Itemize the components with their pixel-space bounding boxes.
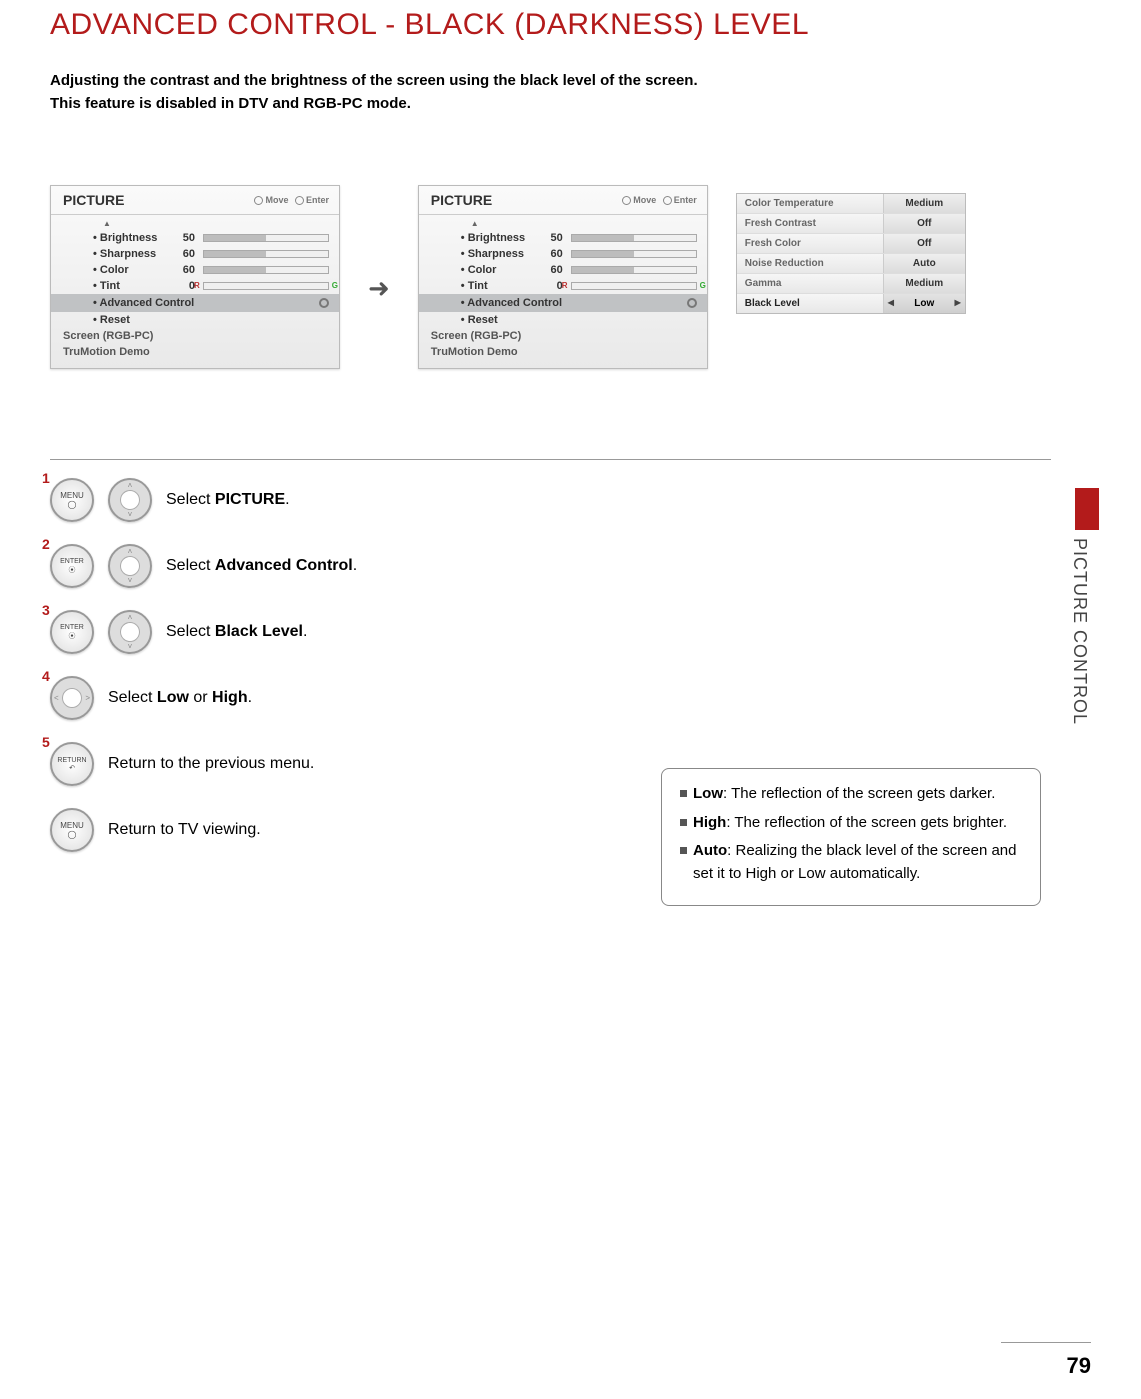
menu-row-tint: • Tint0RG	[63, 278, 329, 294]
menu-row-brightness: • Brightness50	[431, 230, 697, 246]
step-text: Select Black Level.	[166, 623, 307, 641]
picture-menu-panel-1: PICTURE Move Enter ▲ • Brightness50 • Sh…	[50, 185, 340, 369]
page-number: 79	[1067, 1353, 1091, 1379]
options-note-box: Low: The reflection of the screen gets d…	[661, 768, 1041, 906]
advanced-control-panel: Color TemperatureMedium Fresh ContrastOf…	[736, 193, 966, 314]
intro-line-2: This feature is disabled in DTV and RGB-…	[50, 93, 1051, 116]
menu-row-sharpness: • Sharpness60	[63, 246, 329, 262]
step-text: Select PICTURE.	[166, 491, 290, 509]
intro-line-1: Adjusting the contrast and the brightnes…	[50, 70, 1051, 93]
adv-row-noise-reduction: Noise ReductionAuto	[737, 254, 965, 274]
step-number: 2	[42, 536, 50, 552]
step-number: 5	[42, 734, 50, 750]
nav-ring-icon: ˄˅	[108, 478, 152, 522]
menu-row-trumotion: TruMotion Demo	[431, 344, 697, 360]
step-number: 1	[42, 470, 50, 486]
enter-button-icon: ENTER⦿	[50, 544, 94, 588]
adv-row-fresh-contrast: Fresh ContrastOff	[737, 214, 965, 234]
note-high: High: The reflection of the screen gets …	[680, 812, 1022, 835]
menu-row-screen: Screen (RGB-PC)	[431, 328, 697, 344]
enter-dot-icon	[319, 298, 329, 308]
note-low: Low: The reflection of the screen gets d…	[680, 783, 1022, 806]
picture-menu-panel-2: PICTURE Move Enter ▲ • Brightness50 • Sh…	[418, 185, 708, 369]
divider	[50, 459, 1051, 460]
up-caret-icon: ▲	[103, 219, 111, 228]
menu-nav-hint: Move Enter	[254, 195, 329, 205]
menu-row-reset: • Reset	[63, 312, 329, 328]
return-button-icon: RETURN↶	[50, 742, 94, 786]
side-tab-label: PICTURE CONTROL	[1069, 530, 1090, 790]
adv-row-black-level[interactable]: Black LevelLow	[737, 294, 965, 313]
menu-row-tint: • Tint0RG	[431, 278, 697, 294]
accent-bar	[1075, 488, 1099, 530]
note-auto: Auto: Realizing the black level of the s…	[680, 840, 1022, 885]
nav-ring-lr-icon: ˂˃	[50, 676, 94, 720]
nav-ring-icon: ˄˅	[108, 544, 152, 588]
step-number: 4	[42, 668, 50, 684]
menu-row-sharpness: • Sharpness60	[431, 246, 697, 262]
arrow-right-icon: ➜	[368, 273, 390, 304]
menu-title: PICTURE	[63, 192, 124, 208]
enter-button-icon: ENTER⦿	[50, 610, 94, 654]
menu-row-trumotion: TruMotion Demo	[63, 344, 329, 360]
menu-row-advanced-control[interactable]: • Advanced Control	[51, 294, 339, 312]
menu-row-screen: Screen (RGB-PC)	[63, 328, 329, 344]
up-caret-icon: ▲	[471, 219, 479, 228]
menu-nav-hint: Move Enter	[622, 195, 697, 205]
page-title: ADVANCED CONTROL - BLACK (DARKNESS) LEVE…	[50, 8, 1051, 42]
menu-row-reset: • Reset	[431, 312, 697, 328]
menu-button-icon: MENU◯	[50, 808, 94, 852]
menu-row-color: • Color60	[431, 262, 697, 278]
adv-row-fresh-color: Fresh ColorOff	[737, 234, 965, 254]
page-number-rule	[1001, 1342, 1091, 1343]
step-text: Select Low or High.	[108, 689, 252, 707]
adv-row-gamma: GammaMedium	[737, 274, 965, 294]
menu-title: PICTURE	[431, 192, 492, 208]
step-4: 4 ˂˃ Select Low or High.	[50, 676, 1051, 720]
step-1: 1 MENU◯ ˄˅ Select PICTURE.	[50, 478, 1051, 522]
menu-button-icon: MENU◯	[50, 478, 94, 522]
adv-row-color-temperature: Color TemperatureMedium	[737, 194, 965, 214]
step-text: Select Advanced Control.	[166, 557, 357, 575]
step-text: Return to TV viewing.	[108, 821, 261, 839]
step-3: 3 ENTER⦿ ˄˅ Select Black Level.	[50, 610, 1051, 654]
menu-row-color: • Color60	[63, 262, 329, 278]
step-text: Return to the previous menu.	[108, 755, 314, 773]
step-number: 3	[42, 602, 50, 618]
menu-row-brightness: • Brightness50	[63, 230, 329, 246]
panels-row: PICTURE Move Enter ▲ • Brightness50 • Sh…	[50, 185, 1051, 369]
step-2: 2 ENTER⦿ ˄˅ Select Advanced Control.	[50, 544, 1051, 588]
menu-row-advanced-control[interactable]: • Advanced Control	[419, 294, 707, 312]
side-tab: PICTURE CONTROL	[1069, 488, 1099, 968]
enter-dot-icon	[687, 298, 697, 308]
nav-ring-icon: ˄˅	[108, 610, 152, 654]
